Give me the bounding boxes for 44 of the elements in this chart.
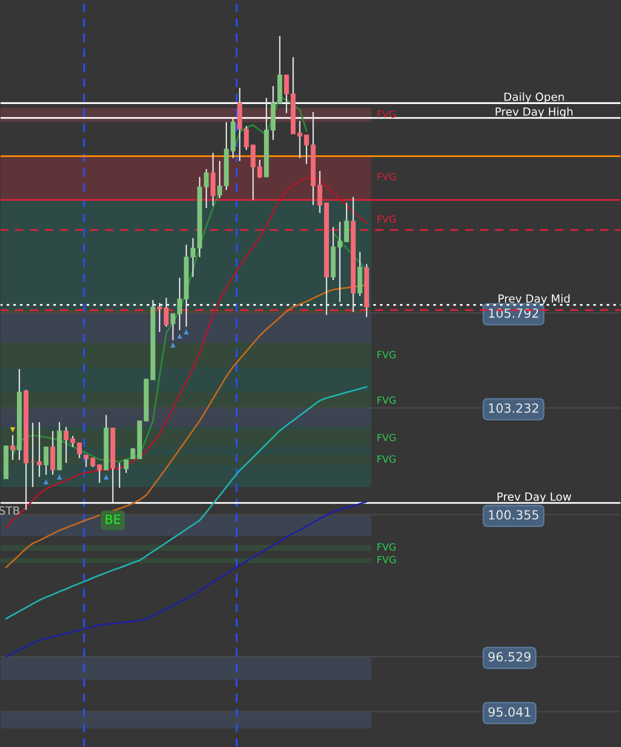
candlestick — [164, 297, 169, 328]
y-tick-label: 100.355 — [489, 510, 538, 520]
point — [43, 479, 49, 484]
ref-line-label: Daily Open — [504, 92, 564, 104]
band-label: FVG — [378, 110, 396, 118]
candlestick — [50, 430, 56, 476]
candlestick — [304, 134, 309, 165]
candlestick — [210, 152, 216, 206]
y-tick-label: 103.232 — [489, 403, 538, 413]
candlestick — [36, 421, 42, 478]
point — [177, 333, 182, 339]
candlestick — [97, 464, 102, 484]
candlestick — [204, 168, 209, 209]
ref-line-label: Prev Day Mid — [498, 294, 570, 305]
candlestick — [157, 302, 162, 333]
band-label: FVG — [378, 434, 396, 442]
candlestick — [297, 120, 302, 159]
point — [10, 427, 16, 432]
annotation: BE — [106, 514, 120, 524]
candlestick — [64, 426, 69, 464]
y-tick-label: 95.041 — [488, 707, 530, 717]
ref-line-label: Prev Day Low — [498, 492, 572, 503]
point — [104, 474, 109, 480]
candlestick — [217, 160, 222, 199]
candlestick — [77, 442, 82, 459]
band-label: FVG — [378, 215, 396, 223]
candlestick — [124, 459, 129, 474]
band-label: FVG — [378, 172, 396, 180]
band-label: FVG — [378, 556, 396, 564]
candlestick — [84, 454, 89, 468]
band-label: FVG — [378, 350, 396, 358]
point — [170, 342, 176, 348]
point — [56, 474, 62, 480]
band-label: FVG — [378, 543, 396, 551]
point — [184, 329, 189, 335]
ref-line-label: Prev Day High — [496, 107, 573, 118]
candlestick — [70, 435, 76, 448]
y-tick-label: 105.792 — [489, 308, 538, 318]
candlestick — [44, 446, 48, 476]
y-tick-label: 96.529 — [488, 652, 531, 662]
band-label: FVG — [378, 455, 396, 463]
candlestick — [257, 159, 262, 179]
candlestick — [10, 434, 16, 461]
band-label: FVG — [378, 396, 396, 404]
